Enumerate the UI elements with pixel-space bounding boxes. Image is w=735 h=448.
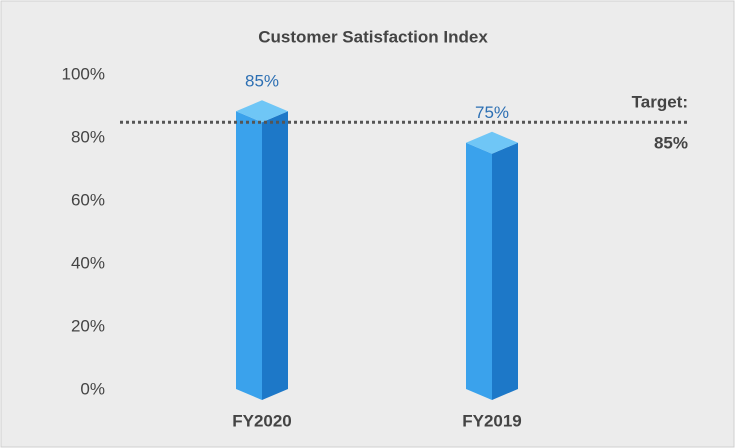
x-tick-label: FY2020 bbox=[232, 411, 292, 430]
y-tick-label: 60% bbox=[71, 190, 105, 209]
value-label: 75% bbox=[475, 103, 509, 122]
bar-right-face bbox=[262, 111, 288, 400]
target-label: Target: bbox=[632, 93, 688, 112]
y-tick-label: 80% bbox=[71, 127, 105, 146]
target-value-label: 85% bbox=[654, 134, 688, 153]
y-tick-label: 40% bbox=[71, 253, 105, 272]
bar bbox=[236, 100, 288, 400]
value-label: 85% bbox=[245, 72, 279, 91]
bar-top bbox=[466, 131, 518, 154]
bar-right-face bbox=[492, 142, 518, 400]
bar-left-face bbox=[466, 142, 492, 400]
y-tick-label: 20% bbox=[71, 316, 105, 335]
bar bbox=[466, 131, 518, 400]
y-tick-label: 100% bbox=[62, 64, 105, 83]
y-tick-label: 0% bbox=[80, 379, 105, 398]
bar-top bbox=[236, 100, 288, 123]
x-tick-label: FY2019 bbox=[462, 411, 522, 430]
bar-left-face bbox=[236, 111, 262, 400]
chart-title: Customer Satisfaction Index bbox=[258, 27, 488, 46]
